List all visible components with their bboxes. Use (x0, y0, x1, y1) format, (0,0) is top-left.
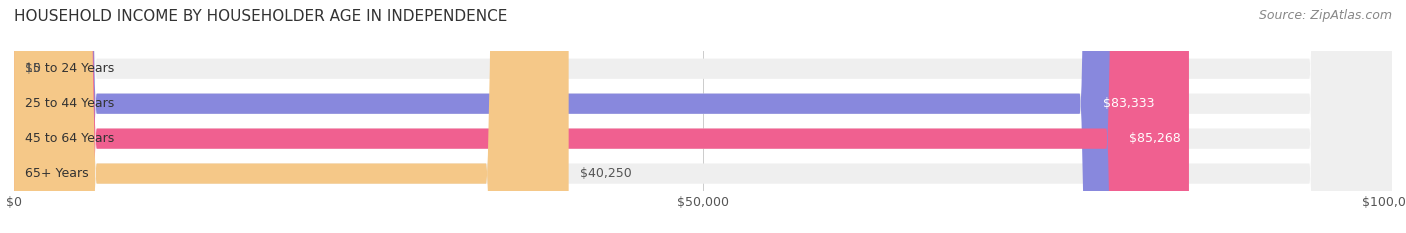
Text: $83,333: $83,333 (1102, 97, 1154, 110)
Text: $40,250: $40,250 (579, 167, 631, 180)
Text: $85,268: $85,268 (1129, 132, 1181, 145)
Text: 15 to 24 Years: 15 to 24 Years (25, 62, 114, 75)
FancyBboxPatch shape (14, 0, 1392, 233)
Text: 45 to 64 Years: 45 to 64 Years (25, 132, 114, 145)
Text: $0: $0 (25, 62, 41, 75)
Text: Source: ZipAtlas.com: Source: ZipAtlas.com (1258, 9, 1392, 22)
Text: HOUSEHOLD INCOME BY HOUSEHOLDER AGE IN INDEPENDENCE: HOUSEHOLD INCOME BY HOUSEHOLDER AGE IN I… (14, 9, 508, 24)
FancyBboxPatch shape (14, 0, 568, 233)
FancyBboxPatch shape (14, 0, 1189, 233)
Text: 65+ Years: 65+ Years (25, 167, 89, 180)
Text: 25 to 44 Years: 25 to 44 Years (25, 97, 114, 110)
FancyBboxPatch shape (14, 0, 1163, 233)
FancyBboxPatch shape (14, 0, 1392, 233)
FancyBboxPatch shape (14, 0, 1392, 233)
FancyBboxPatch shape (14, 0, 1392, 233)
